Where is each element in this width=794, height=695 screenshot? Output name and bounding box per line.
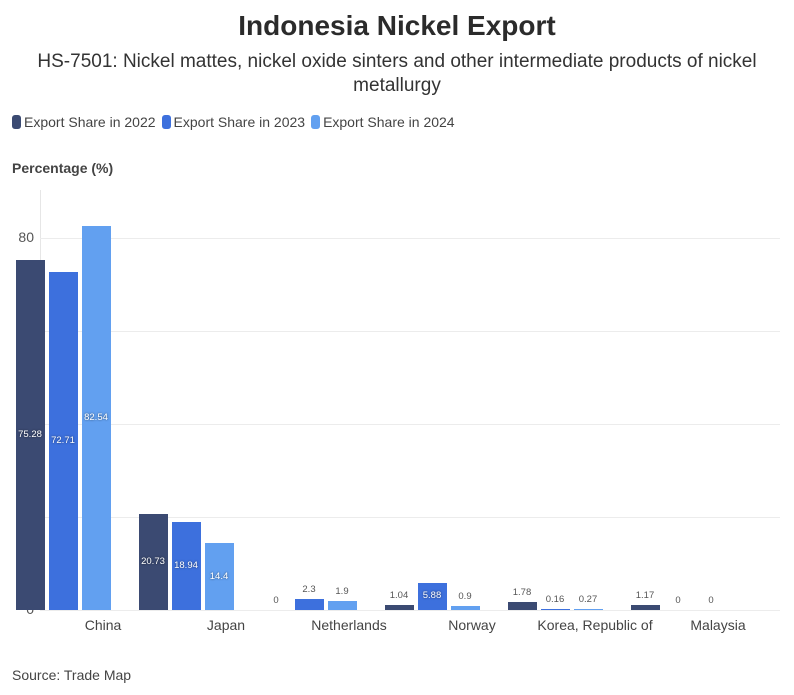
bar[interactable] <box>294 599 324 610</box>
y-axis-label: Percentage (%) <box>12 160 114 176</box>
bar-value-label: 1.17 <box>635 589 655 601</box>
x-tick-label: Japan <box>206 617 246 633</box>
bar[interactable] <box>204 543 234 610</box>
gridline <box>40 517 780 518</box>
legend-label: Export Share in 2024 <box>323 114 455 130</box>
bar[interactable] <box>573 608 603 610</box>
bar-value-label: 0 <box>273 595 279 606</box>
x-tick-label: Netherlands <box>311 617 387 633</box>
bar-value-label: 1.9 <box>335 586 349 598</box>
bar[interactable] <box>630 604 660 610</box>
bar-value-label: 0.16 <box>545 594 565 606</box>
legend-item[interactable]: Export Share in 2024 <box>311 114 455 130</box>
plot-area: 02040608075.2872.7182.5420.7318.9414.402… <box>15 190 780 617</box>
legend-swatch <box>161 115 171 129</box>
bar[interactable] <box>171 521 201 610</box>
bar-value-label: 0.9 <box>458 590 472 602</box>
bar-value-label: 0.27 <box>578 593 598 605</box>
bar-value-label: 1.78 <box>512 586 532 598</box>
chart-title: Indonesia Nickel Export <box>238 10 556 41</box>
bar-value-label: 18.94 <box>174 559 198 571</box>
x-tick-label: Norway <box>448 617 496 633</box>
bar-value-label: 5.88 <box>422 590 442 602</box>
bar-value-label: 1.04 <box>389 590 409 602</box>
bar-value-label: 72.71 <box>51 434 75 446</box>
gridline <box>40 424 780 425</box>
x-tick-label: Malaysia <box>690 617 746 633</box>
gridline <box>40 331 780 332</box>
bar-value-label: 75.28 <box>18 428 42 440</box>
y-tick-label: 80 <box>18 229 34 245</box>
legend-item[interactable]: Export Share in 2023 <box>161 114 306 130</box>
bar[interactable] <box>48 271 78 610</box>
source-note: Source: Trade Map <box>12 667 132 683</box>
bar-value-label: 14.4 <box>209 570 229 582</box>
bar-value-label: 2.3 <box>302 584 316 596</box>
x-tick-label: China <box>84 617 122 633</box>
bar[interactable] <box>384 605 414 610</box>
legend: Export Share in 2022 Export Share in 2023… <box>12 114 455 130</box>
legend-swatch <box>311 115 321 129</box>
x-tick-label: Korea, Republic of <box>537 617 653 633</box>
bar-value-label: 20.73 <box>141 555 165 567</box>
bar[interactable] <box>450 605 480 610</box>
legend-item[interactable]: Export Share in 2022 <box>12 114 156 130</box>
legend-swatch <box>12 115 21 129</box>
gridline <box>40 610 780 611</box>
gridline <box>40 238 780 239</box>
bar-value-label: 82.54 <box>84 412 108 424</box>
bar[interactable] <box>81 226 111 610</box>
bar[interactable] <box>417 582 447 610</box>
bar[interactable] <box>327 601 357 610</box>
bar[interactable] <box>507 601 537 610</box>
legend-label: Export Share in 2023 <box>173 114 306 130</box>
bar[interactable] <box>540 609 570 610</box>
bar[interactable] <box>15 259 45 610</box>
bar[interactable] <box>138 513 168 610</box>
legend-label: Export Share in 2022 <box>24 114 156 130</box>
bar-value-label: 0 <box>708 595 714 606</box>
bar-value-label: 0 <box>675 595 681 606</box>
chart-subtitle: HS-7501: Nickel mattes, nickel oxide sin… <box>37 51 757 96</box>
